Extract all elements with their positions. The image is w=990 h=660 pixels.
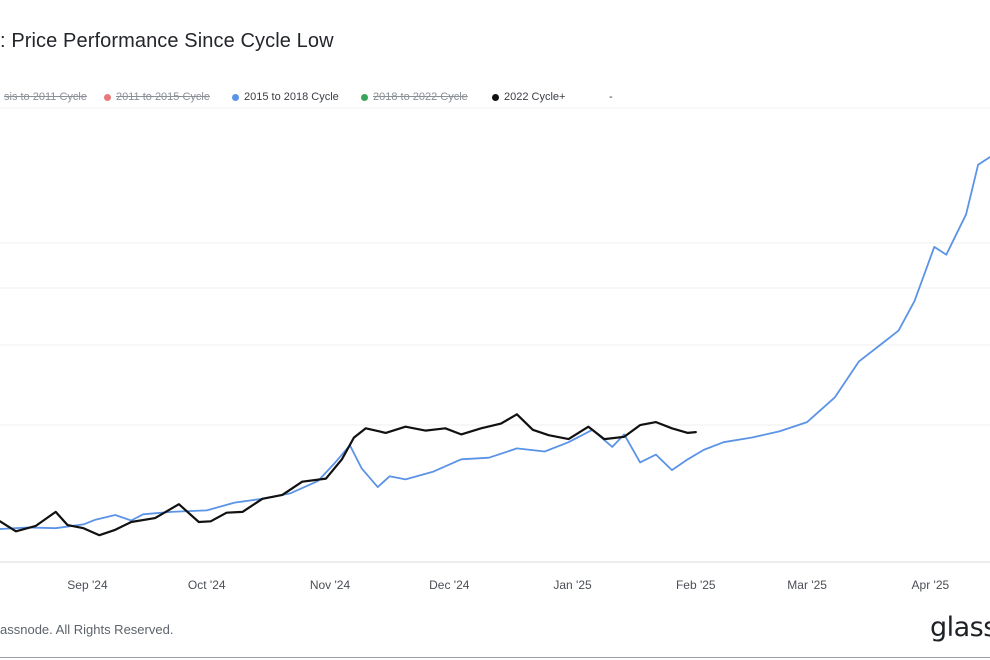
legend-swatch — [104, 93, 111, 101]
legend-label: 2011 to 2015 Cycle — [116, 91, 210, 103]
legend: sis to 2011 Cycle 2011 to 2015 Cycle 201… — [0, 90, 990, 106]
x-tick-label: Oct '24 — [188, 578, 226, 592]
x-tick-label: Sep '24 — [67, 578, 108, 592]
legend-item-2022-cycle[interactable]: 2022 Cycle+ — [492, 90, 565, 104]
legend-swatch — [361, 93, 368, 101]
legend-label: 2022 Cycle+ — [504, 91, 566, 103]
chart-title: : Price Performance Since Cycle Low — [0, 30, 334, 52]
x-tick-label: Jan '25 — [553, 578, 592, 592]
legend-label: sis to 2011 Cycle — [4, 91, 87, 103]
copyright-text: assnode. All Rights Reserved. — [0, 622, 174, 637]
series-line-2022-cycle[interactable] — [0, 413, 697, 537]
x-tick-label: Feb '25 — [676, 578, 716, 592]
series-line-2015-2018[interactable] — [0, 156, 990, 530]
legend-label: 2015 to 2018 Cycle — [244, 91, 339, 103]
x-tick-label: Dec '24 — [429, 578, 470, 592]
legend-label: 2018 to 2022 Cycle — [373, 91, 468, 103]
glassnode-logo: glass — [930, 612, 990, 643]
legend-swatch — [232, 93, 239, 101]
legend-item-blank[interactable]: - — [597, 90, 613, 104]
bottom-divider — [0, 657, 990, 658]
x-tick-label: Nov '24 — [310, 578, 351, 592]
legend-item-genesis-cycle[interactable]: sis to 2011 Cycle — [0, 90, 87, 104]
legend-swatch — [597, 93, 604, 101]
grid — [0, 107, 990, 563]
x-tick-label: Mar '25 — [787, 578, 827, 592]
legend-item-2011-2015[interactable]: 2011 to 2015 Cycle — [104, 90, 210, 104]
legend-item-2015-2018[interactable]: 2015 to 2018 Cycle — [232, 90, 339, 104]
x-axis: Sep '24 Oct '24 Nov '24 Dec '24 Jan '25 Feb '… — [67, 578, 949, 592]
legend-item-2018-2022[interactable]: 2018 to 2022 Cycle — [361, 90, 468, 104]
series-lines — [0, 156, 990, 537]
legend-swatch — [492, 93, 499, 101]
x-tick-label: Apr '25 — [912, 578, 950, 592]
legend-label: - — [609, 91, 613, 103]
